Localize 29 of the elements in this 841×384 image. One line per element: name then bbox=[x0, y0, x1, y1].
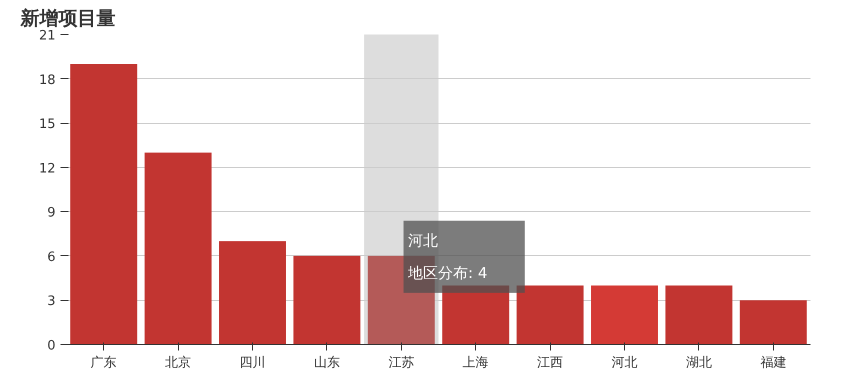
x-tick-label: 江西 bbox=[537, 356, 564, 370]
x-tick-label: 北京 bbox=[165, 356, 192, 370]
x-tick-label: 山东 bbox=[314, 356, 340, 370]
y-tick-label: 0 bbox=[47, 338, 56, 354]
y-tick-label: 21 bbox=[38, 28, 56, 44]
y-tick-label: 6 bbox=[47, 250, 56, 265]
bar bbox=[516, 285, 584, 344]
bar bbox=[144, 152, 212, 344]
x-tick-label: 河北 bbox=[612, 356, 638, 370]
bar bbox=[665, 285, 732, 344]
x-tick-label: 四川 bbox=[240, 356, 266, 370]
x-tick-label: 福建 bbox=[760, 356, 786, 370]
annotation: 地区分布: 4 bbox=[406, 264, 488, 282]
x-tick-label: 上海 bbox=[462, 356, 489, 370]
annotation: 河北 bbox=[408, 231, 438, 250]
y-tick-label: 18 bbox=[38, 72, 56, 88]
bar bbox=[740, 300, 807, 344]
chart-title: 新增项目量 bbox=[20, 8, 116, 30]
y-tick-label: 12 bbox=[38, 161, 56, 176]
bar bbox=[591, 285, 658, 344]
y-tick-label: 9 bbox=[47, 206, 56, 221]
bar bbox=[219, 241, 286, 344]
y-tick-label: 15 bbox=[38, 117, 56, 132]
bar bbox=[70, 64, 138, 344]
x-tick-label: 江苏 bbox=[388, 356, 414, 370]
x-tick-label: 湖北 bbox=[686, 356, 712, 370]
y-tick-label: 3 bbox=[47, 294, 56, 310]
bar bbox=[293, 256, 360, 344]
x-tick-label: 广东 bbox=[90, 356, 117, 370]
